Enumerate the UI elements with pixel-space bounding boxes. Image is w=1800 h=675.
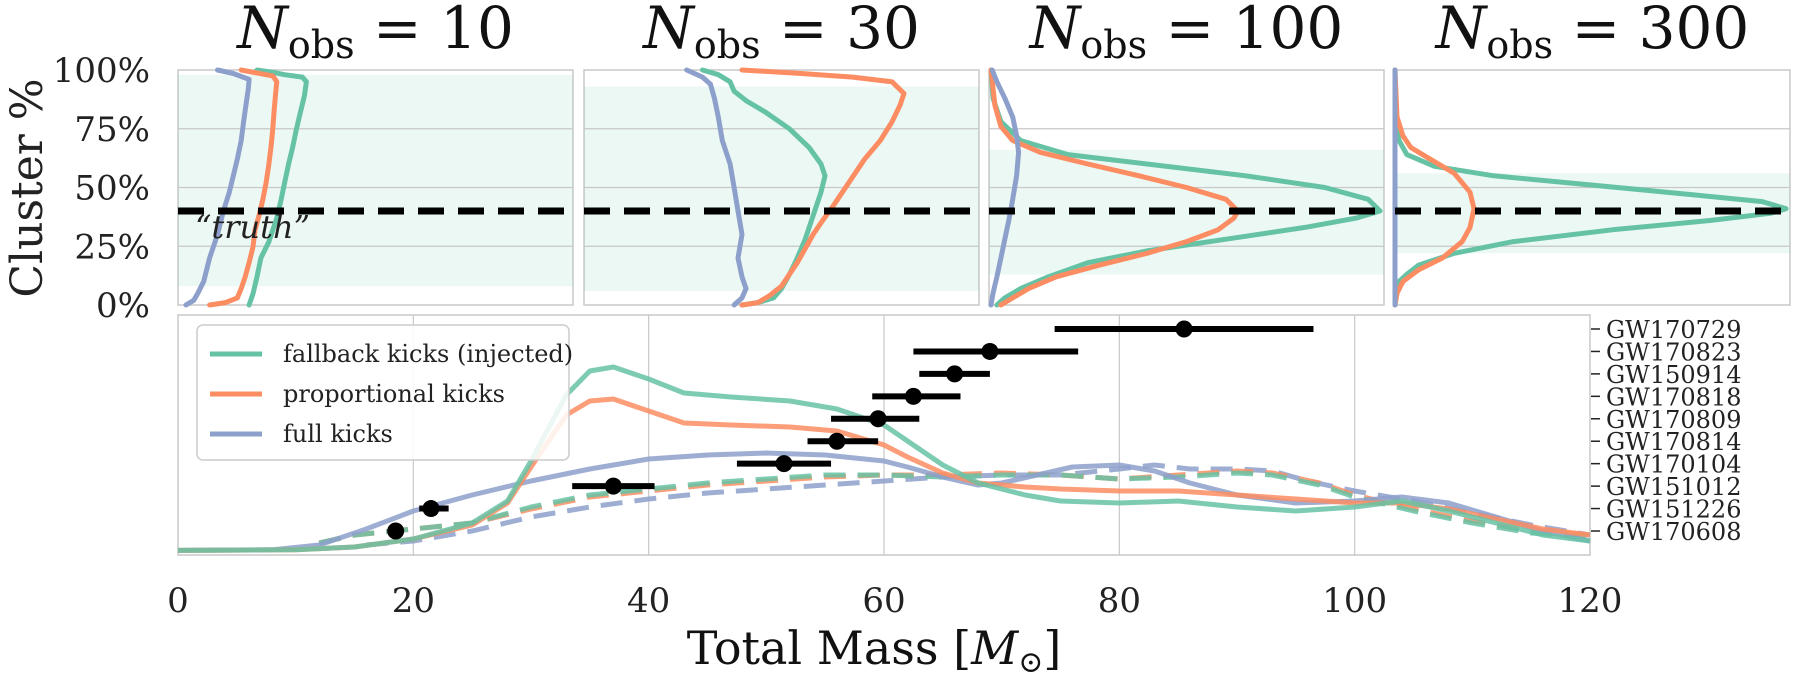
legend-box xyxy=(196,324,570,461)
panel-title-value: = 30 xyxy=(761,0,920,62)
x-tick-label: 20 xyxy=(392,581,435,621)
x-axis-label-close: ] xyxy=(1043,621,1061,675)
panel-title-subscript: obs xyxy=(1486,23,1553,67)
event-marker xyxy=(387,522,405,540)
bottom-panel: GW170729GW170823GW150914GW170818GW170809… xyxy=(167,314,1741,675)
panel-n-obs-10: Nobs = 10 xyxy=(177,0,574,308)
event-marker xyxy=(1175,320,1193,338)
panel-title-symbol: N xyxy=(1028,0,1083,62)
series-line-proportional xyxy=(1392,67,1477,308)
x-tick-label: 120 xyxy=(1558,581,1623,621)
top-panels: Nobs = 10 Nobs = 30 Nobs = 100 Nobs = 300“t… xyxy=(2,0,1791,326)
x-tick-label: 0 xyxy=(167,581,189,621)
solid-density-full xyxy=(177,450,1591,553)
x-axis-label-text: Total Mass [ xyxy=(687,621,971,675)
x-tick-label: 100 xyxy=(1322,581,1387,621)
credible-band xyxy=(584,86,979,291)
panel-title-value: = 300 xyxy=(1553,0,1749,62)
event-marker xyxy=(869,410,887,428)
event-label: GW170104 xyxy=(1606,451,1741,479)
panel-title: Nobs = 30 xyxy=(641,0,920,67)
y-axis-label: Cluster % xyxy=(2,78,53,297)
panel-n-obs-30: Nobs = 30 xyxy=(583,0,980,308)
series-line-proportional xyxy=(739,67,907,308)
event-label: GW170729 xyxy=(1606,316,1741,344)
series-line-fallback xyxy=(988,67,1383,308)
truth-label: “truth” xyxy=(195,208,310,246)
x-axis-label-subscript: ⊙ xyxy=(1018,645,1043,675)
x-tick-label: 40 xyxy=(627,581,670,621)
solid-density-fallback xyxy=(177,364,1591,553)
x-axis-label-symbol: M xyxy=(970,621,1020,675)
event-marker xyxy=(604,477,622,495)
panel-title: Nobs = 300 xyxy=(1434,0,1750,67)
x-axis-label: Total Mass [M⊙] xyxy=(687,621,1062,675)
y-tick-label: 25% xyxy=(74,227,150,267)
event-label: GW151226 xyxy=(1606,496,1741,524)
y-tick-label: 75% xyxy=(74,110,150,150)
panel-title-subscript: obs xyxy=(1080,23,1147,67)
panel-title-symbol: N xyxy=(235,0,290,62)
event-label: GW170809 xyxy=(1606,406,1741,434)
credible-band xyxy=(178,74,573,287)
event-label: GW170814 xyxy=(1606,428,1741,456)
panel-n-obs-100: Nobs = 100 xyxy=(988,0,1385,308)
y-tick-label: 50% xyxy=(74,169,150,209)
x-tick-label: 80 xyxy=(1098,581,1141,621)
panel-title-symbol: N xyxy=(641,0,696,62)
series-line-full xyxy=(684,67,749,308)
panel-title-symbol: N xyxy=(1434,0,1489,62)
panel-title: Nobs = 10 xyxy=(235,0,514,67)
series-line-full xyxy=(988,67,1022,308)
legend-label-full: full kicks xyxy=(283,420,393,448)
event-marker xyxy=(946,365,964,383)
legend-label-proportional: proportional kicks xyxy=(283,380,505,408)
panel-title-value: = 100 xyxy=(1147,0,1343,62)
panel-n-obs-300: Nobs = 300 xyxy=(1392,0,1791,308)
event-marker xyxy=(422,500,440,518)
y-tick-label: 0% xyxy=(96,286,150,326)
panel-title-subscript: obs xyxy=(288,23,355,67)
event-marker xyxy=(981,342,999,360)
panel-title: Nobs = 100 xyxy=(1028,0,1344,67)
series-line-proportional xyxy=(207,67,280,308)
event-label: GW170608 xyxy=(1606,518,1741,546)
event-marker xyxy=(904,387,922,405)
legend: fallback kicks (injected) proportional ki… xyxy=(196,324,573,461)
dashed-density-full xyxy=(366,462,1591,548)
event-label: GW151012 xyxy=(1606,473,1741,501)
panel-title-value: = 10 xyxy=(355,0,514,62)
legend-label-fallback: fallback kicks (injected) xyxy=(283,340,573,368)
y-tick-label: 100% xyxy=(53,51,150,91)
x-tick-label: 60 xyxy=(862,581,905,621)
event-label: GW170823 xyxy=(1606,338,1741,366)
event-marker xyxy=(828,432,846,450)
event-label: GW150914 xyxy=(1606,361,1741,389)
panel-title-subscript: obs xyxy=(694,23,761,67)
series-line-full xyxy=(183,67,252,308)
series-line-fallback xyxy=(246,67,309,308)
event-marker xyxy=(775,455,793,473)
event-label: GW170818 xyxy=(1606,383,1741,411)
